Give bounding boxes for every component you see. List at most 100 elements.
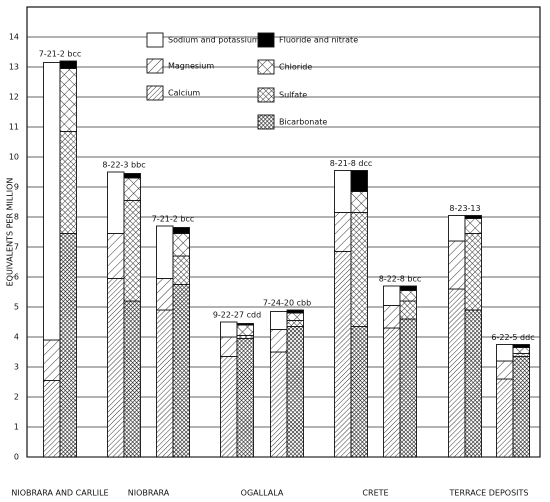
bar-segment xyxy=(448,288,466,458)
bar-segment xyxy=(123,200,141,302)
bar-segment xyxy=(236,323,254,326)
bar-segment xyxy=(43,339,61,381)
group-label: TERRACE DEPOSITS xyxy=(449,489,529,498)
bar-segment xyxy=(350,170,368,192)
bar-segment xyxy=(220,356,238,458)
bar-segment xyxy=(59,233,77,458)
bar-segment xyxy=(496,344,514,362)
y-tick-label: 8 xyxy=(14,213,19,222)
bar-segment xyxy=(496,378,514,458)
legend-label: Sulfate xyxy=(279,91,307,100)
y-tick-label: 11 xyxy=(9,123,19,132)
bar-segment xyxy=(496,360,514,380)
sample-label: 8-22-3 bbc xyxy=(102,161,145,170)
bar-segment xyxy=(236,335,254,339)
group-label: OGALLALA xyxy=(241,489,284,498)
bar-segment xyxy=(464,218,482,234)
y-tick-label: 5 xyxy=(14,303,19,312)
sample-label: 7-21-2 bcc xyxy=(152,215,195,224)
sample-label: 7-21-2 bcc xyxy=(39,50,82,59)
bar-segment xyxy=(464,233,482,311)
legend-swatch xyxy=(146,85,164,101)
y-tick-label: 14 xyxy=(9,33,19,42)
sample-label: 8-21-8 dcc xyxy=(330,159,373,168)
bar-segment xyxy=(334,170,352,213)
bar-segment xyxy=(236,324,254,336)
bar-segment xyxy=(123,177,141,201)
legend-swatch xyxy=(146,58,164,74)
legend-label: Bicarbonate xyxy=(279,118,327,127)
bar-segment xyxy=(220,321,238,338)
bar-segment xyxy=(334,251,352,458)
bar-segment xyxy=(286,312,304,321)
bar-segment xyxy=(43,380,61,458)
legend-label: Fluoride and nitrate xyxy=(279,36,358,45)
bar-segment xyxy=(172,284,190,458)
bar-segment xyxy=(270,329,288,353)
bar-segment xyxy=(383,327,401,458)
y-tick-label: 12 xyxy=(9,93,19,102)
legend-label: Chloride xyxy=(279,63,312,72)
bar-segment xyxy=(286,326,304,458)
y-tick-label: 9 xyxy=(14,183,19,192)
bar-segment xyxy=(512,344,530,348)
bar-segment xyxy=(123,173,141,179)
bar-segment xyxy=(399,290,417,302)
bar-segment xyxy=(270,311,288,330)
legend-swatch xyxy=(257,32,275,48)
bar-segment xyxy=(156,309,174,458)
y-tick-label: 13 xyxy=(9,63,19,72)
bar-segment xyxy=(399,318,417,458)
group-label: NIOBRARA xyxy=(128,489,170,498)
bar-segment xyxy=(399,300,417,320)
bar-segment xyxy=(107,278,125,458)
bar-segment xyxy=(512,356,530,458)
bar-segment xyxy=(512,353,530,357)
bar-segment xyxy=(399,285,417,291)
bar-segment xyxy=(123,300,141,458)
bar-segment xyxy=(156,278,174,311)
bar-segment xyxy=(59,68,77,132)
bar-segment xyxy=(464,309,482,458)
bar-segment xyxy=(59,60,77,69)
bar-segment xyxy=(107,233,125,279)
bar-segment xyxy=(156,225,174,279)
legend-swatch xyxy=(257,87,275,103)
y-tick-label: 4 xyxy=(14,333,19,342)
sample-label: 6-22-5 ddc xyxy=(491,333,534,342)
sample-label: 8-22-8 bcc xyxy=(379,275,422,284)
legend-label: Magnesium xyxy=(168,62,214,71)
y-tick-label: 7 xyxy=(14,243,19,252)
group-label: NIOBRARA AND CARLILE xyxy=(11,489,108,498)
bar-segment xyxy=(286,320,304,327)
bar-segment xyxy=(334,212,352,252)
bar-segment xyxy=(383,305,401,329)
bar-segment xyxy=(172,255,190,285)
bar-segment xyxy=(464,215,482,219)
bar-segment xyxy=(220,336,238,357)
group-label: CRETE xyxy=(362,489,388,498)
bar-segment xyxy=(286,309,304,314)
legend-swatch xyxy=(146,32,164,48)
sample-label: 8-23-13 xyxy=(449,204,480,213)
bar-segment xyxy=(350,326,368,458)
legend-label: Sodium and potassium xyxy=(168,36,260,45)
y-tick-label: 10 xyxy=(9,153,19,162)
bar-segment xyxy=(448,215,466,242)
bar-segment xyxy=(59,131,77,234)
sample-label: 9-22-27 cdd xyxy=(213,311,261,320)
y-axis-label: EQUIVALENTS PER MILLION xyxy=(6,178,15,287)
legend-label: Calcium xyxy=(168,89,200,98)
y-tick-label: 1 xyxy=(14,423,19,432)
bar-segment xyxy=(350,212,368,327)
y-tick-label: 0 xyxy=(14,453,19,462)
bar-segment xyxy=(43,62,61,341)
bar-segment xyxy=(172,233,190,257)
sample-label: 7-24-20 cbb xyxy=(263,299,311,308)
bar-segment xyxy=(172,227,190,234)
bar-segment xyxy=(350,191,368,213)
bar-segment xyxy=(236,338,254,458)
y-tick-label: 6 xyxy=(14,273,19,282)
bar-segment xyxy=(270,351,288,458)
